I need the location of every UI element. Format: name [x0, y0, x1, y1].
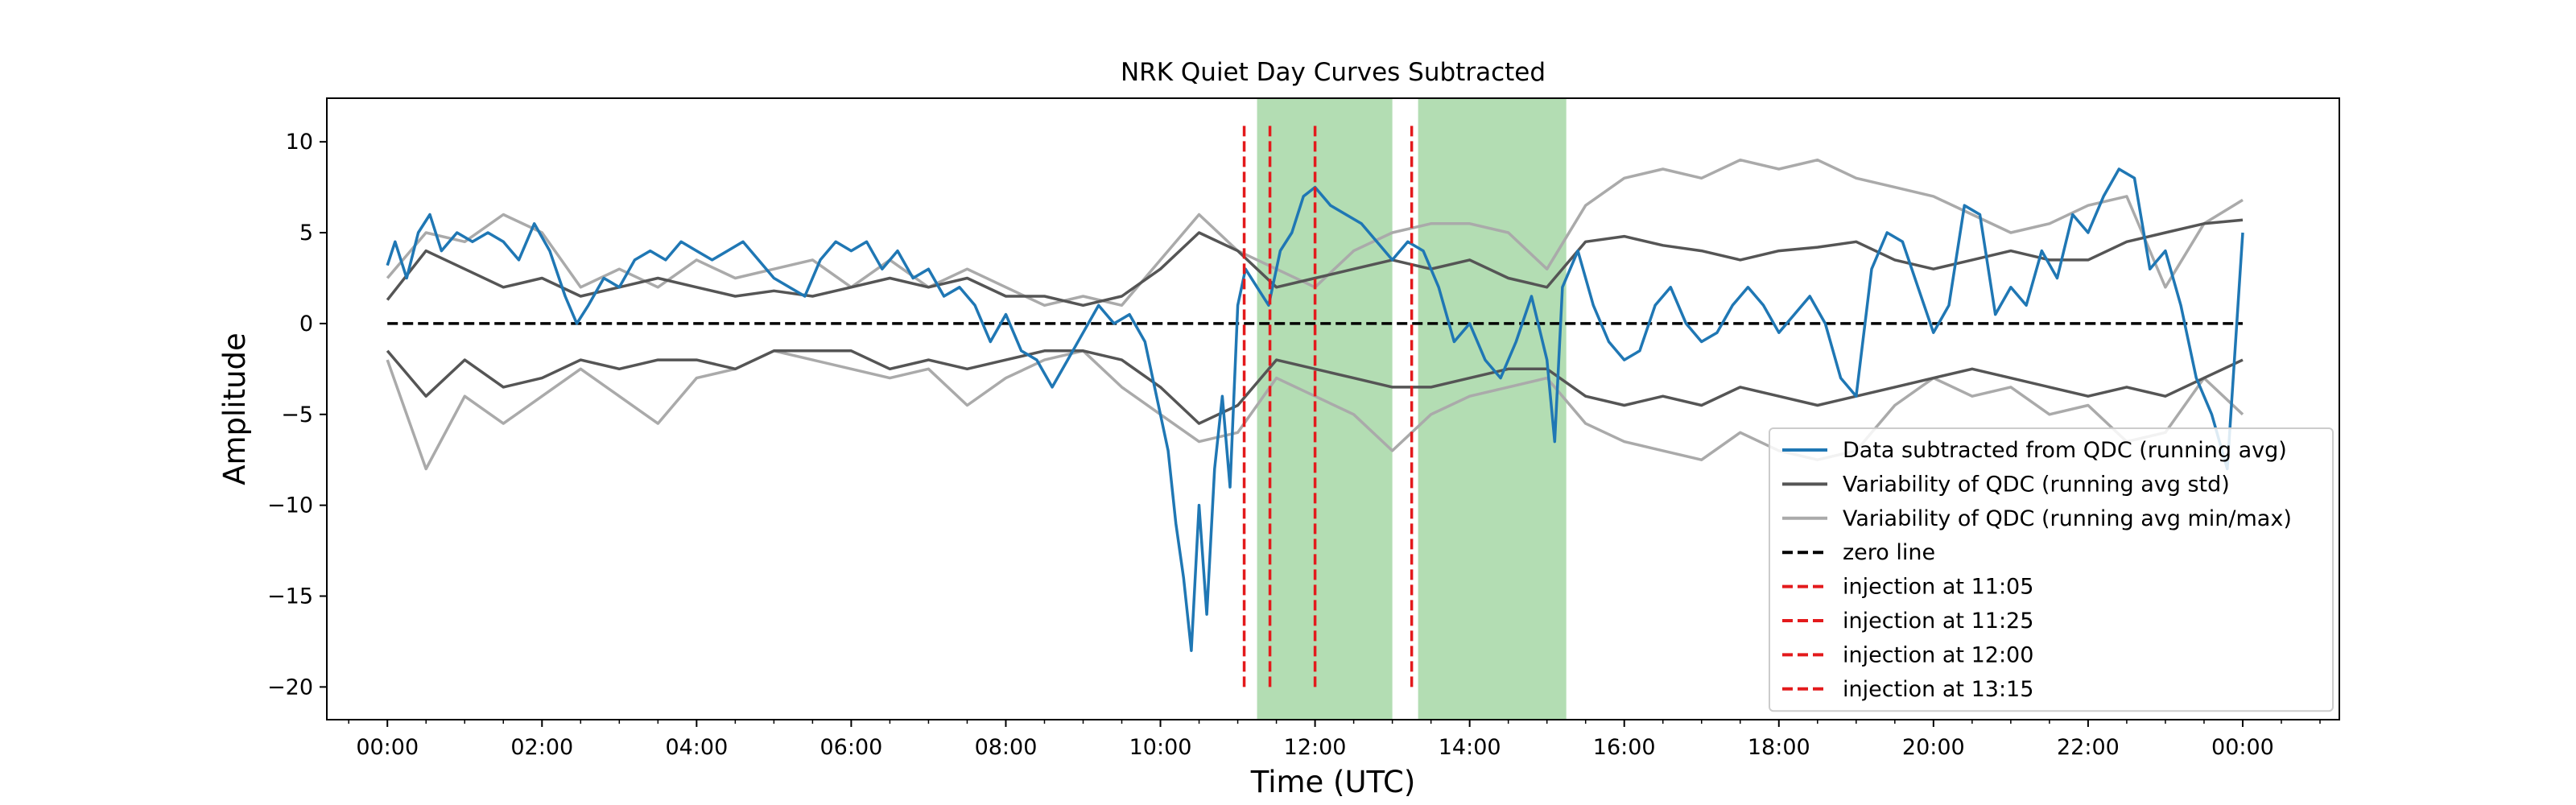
plot-area: [386, 98, 2244, 720]
legend-box: [1769, 427, 2334, 712]
data-line: [386, 167, 2244, 652]
x-tick-label: 18:00: [1748, 735, 1810, 760]
x-tick-label: 00:00: [2211, 735, 2274, 760]
x-tick-label: 10:00: [1129, 735, 1192, 760]
x-tick-label: 04:00: [665, 735, 728, 760]
legend-label: Variability of QDC (running avg std): [1843, 472, 2230, 497]
x-tick-label: 16:00: [1593, 735, 1656, 760]
legend: Data subtracted from QDC (running avg) Va…: [1769, 427, 2334, 712]
std-line-lower: [386, 349, 2244, 425]
legend-label: injection at 13:15: [1843, 677, 2033, 702]
y-tick-label: −15: [267, 584, 313, 609]
std-line-upper: [386, 218, 2244, 308]
injection-lines: [1242, 123, 1414, 687]
x-tick-label: 22:00: [2057, 735, 2120, 760]
x-axis: 00:00 02:00 04:00 06:00 08:00 10:00 12:00 14:00…: [348, 720, 2321, 760]
legend-label: injection at 12:00: [1843, 642, 2033, 667]
x-tick-label: 20:00: [1902, 735, 1965, 760]
legend-label: Variability of QDC (running avg min/max): [1843, 506, 2292, 531]
legend-label: Data subtracted from QDC (running avg): [1843, 438, 2287, 463]
x-tick-label: 12:00: [1284, 735, 1347, 760]
y-tick-label: −20: [267, 675, 313, 700]
legend-label: zero line: [1843, 540, 1935, 565]
plot-frame: [326, 97, 2340, 720]
x-tick-label: 06:00: [820, 735, 883, 760]
x-tick-label: 02:00: [510, 735, 573, 760]
chart-title: NRK Quiet Day Curves Subtracted: [1121, 58, 1546, 87]
y-tick-label: 0: [299, 312, 313, 336]
legend-label: injection at 11:25: [1843, 609, 2033, 634]
legend-label: injection at 11:05: [1843, 575, 2033, 600]
y-axis-label: Amplitude: [217, 332, 252, 485]
y-tick-label: 5: [299, 221, 313, 246]
x-tick-label: 14:00: [1439, 735, 1501, 760]
x-tick-label: 08:00: [975, 735, 1038, 760]
y-axis: 10 5 0 −5 −10 −15 −20: [267, 130, 327, 700]
x-axis-label: Time (UTC): [1250, 765, 1416, 799]
y-tick-label: 10: [286, 130, 313, 155]
shaded-regions: [1257, 98, 1567, 720]
x-tick-label: 00:00: [356, 735, 419, 760]
y-tick-label: −10: [267, 493, 313, 518]
shaded-region: [1257, 98, 1393, 720]
y-tick-label: −5: [281, 402, 313, 427]
